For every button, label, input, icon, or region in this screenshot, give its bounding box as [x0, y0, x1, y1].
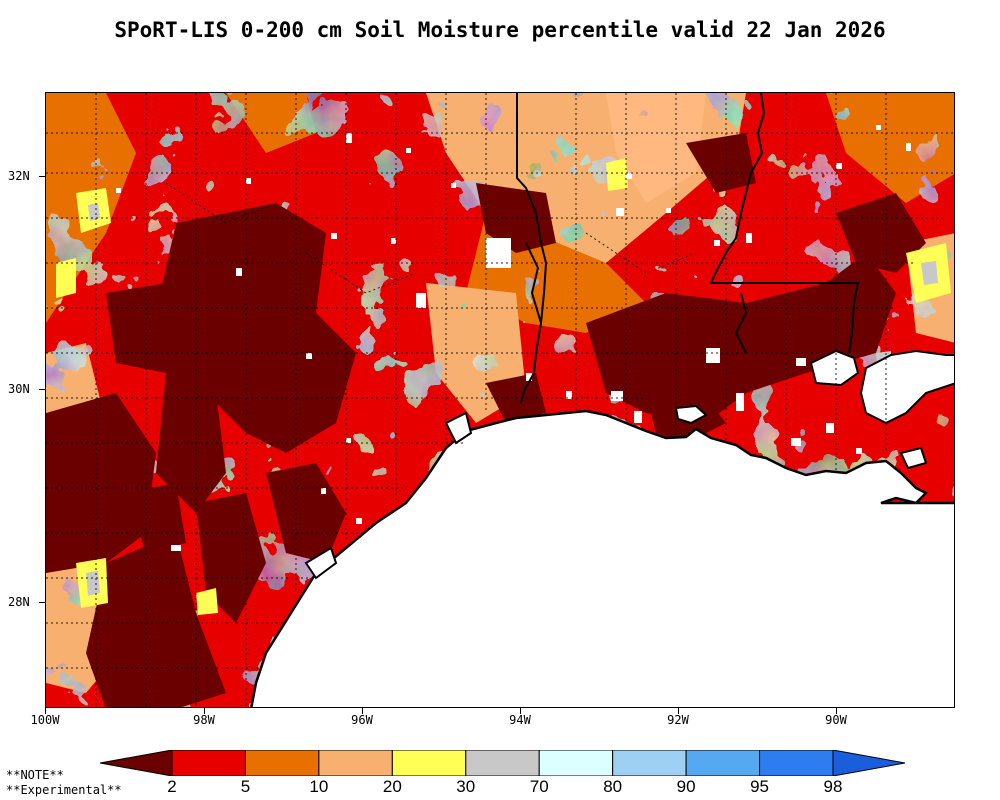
lat-tick [39, 602, 45, 603]
sabine-river [525, 242, 542, 324]
colorbar-break-label: 98 [823, 777, 843, 796]
mississippi-river [734, 292, 748, 354]
experimental-label: **Experimental** [6, 783, 122, 797]
lon-label-94w: 94W [509, 713, 531, 727]
map-panel [45, 92, 955, 708]
lon-tick [836, 708, 837, 714]
colorbar-swatch [391, 750, 467, 776]
colorbar-swatch [759, 750, 834, 776]
colorbar-break-label: 10 [309, 777, 329, 796]
colorbar-swatch [465, 750, 540, 776]
state-boundaries [516, 93, 860, 404]
lat-label-28n: 28N [8, 595, 30, 609]
lon-tick [45, 708, 46, 714]
colorbar-swatch [685, 750, 761, 776]
coastal-bays [304, 349, 954, 580]
lon-label-96w: 96W [351, 713, 373, 727]
colorbar-break-label: 30 [456, 777, 476, 796]
lat-tick [39, 389, 45, 390]
colorbar-swatch [612, 750, 687, 776]
map-title: SPoRT-LIS 0-200 cm Soil Moisture percent… [114, 18, 886, 42]
lon-label-92w: 92W [667, 713, 689, 727]
lon-tick [204, 708, 205, 714]
lat-tick [39, 176, 45, 177]
colorbar-swatch-above-max [832, 750, 905, 776]
lon-label-98w: 98W [193, 713, 215, 727]
lat-label-30n: 30N [8, 382, 30, 396]
colorbar-swatch [538, 750, 614, 776]
lon-tick [678, 708, 679, 714]
lon-label-100w: 100W [30, 713, 60, 727]
lon-label-90w: 90W [825, 713, 847, 727]
soil-moisture-map [46, 93, 954, 707]
colorbar-break-label: 5 [240, 777, 251, 796]
colorbar-swatch [244, 750, 320, 776]
lon-tick [520, 708, 521, 714]
gulf-of-mexico [250, 409, 954, 707]
colorbar-swatch-below-min [100, 750, 173, 776]
colorbar-swatch [171, 750, 246, 776]
lat-label-32n: 32N [8, 169, 30, 183]
county-lines [46, 93, 954, 707]
colorbar-break-label: 70 [529, 777, 549, 796]
colorbar-break-label: 2 [167, 777, 177, 796]
lon-tick [362, 708, 363, 714]
colorbar-swatch [318, 750, 393, 776]
colorbar-break-label: 95 [750, 777, 770, 796]
colorbar-break-label: 20 [382, 777, 402, 796]
colorbar [100, 750, 905, 776]
moisture-zone-normal [56, 158, 951, 615]
note-label: **NOTE** [6, 768, 64, 782]
colorbar-break-label: 80 [603, 777, 623, 796]
colorbar-break-label: 90 [676, 777, 696, 796]
